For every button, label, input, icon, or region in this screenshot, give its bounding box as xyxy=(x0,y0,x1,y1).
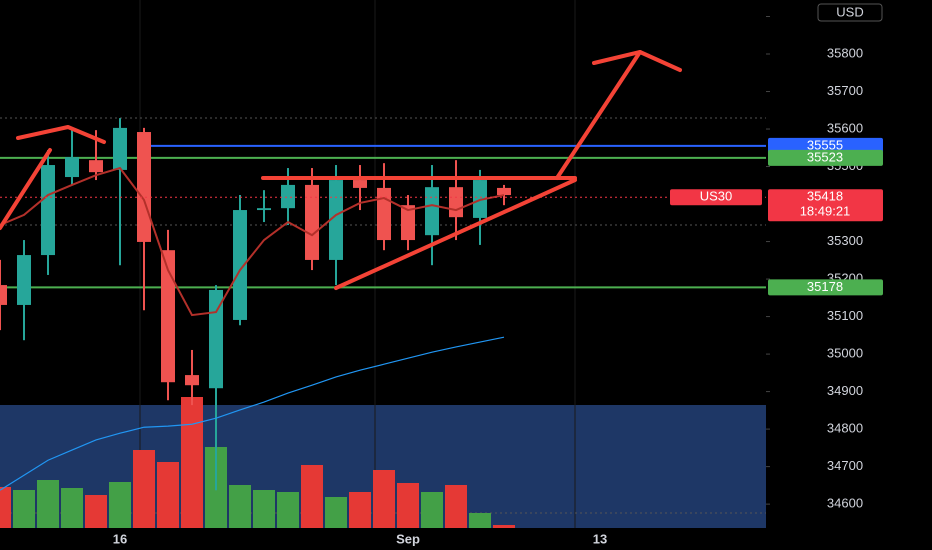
moving-average xyxy=(0,336,505,491)
candle-body xyxy=(281,184,295,209)
y-tick-label: 35700 xyxy=(827,83,863,98)
y-tick-label: 35600 xyxy=(827,120,863,135)
volume-bar xyxy=(469,513,491,528)
candle-body xyxy=(113,127,127,170)
moving-average xyxy=(0,166,505,317)
volume-bar xyxy=(421,492,443,528)
candle-body xyxy=(401,205,415,241)
volume-bar xyxy=(445,485,467,528)
y-tick-label: 35300 xyxy=(827,233,863,248)
volume-bar xyxy=(277,492,299,528)
candle-body xyxy=(209,289,223,389)
candle-body xyxy=(41,165,55,256)
y-tick-label: 34600 xyxy=(827,496,863,511)
volume-bar xyxy=(301,465,323,528)
volume-bar xyxy=(85,495,107,528)
candle-body xyxy=(65,157,79,178)
candle-body xyxy=(329,180,343,260)
grid-verticals xyxy=(139,0,576,528)
volume-bar xyxy=(13,490,35,528)
candle-body xyxy=(185,375,199,386)
candle-body xyxy=(137,132,151,242)
last-price-tag xyxy=(768,189,883,222)
volume-bar xyxy=(325,497,347,528)
symbol-tag xyxy=(670,189,762,206)
volume-bar xyxy=(61,488,83,528)
symbol-label: US30 xyxy=(700,189,733,204)
price-tag-label: 35555 xyxy=(807,137,843,152)
currency: USD xyxy=(836,4,863,19)
y-tick-label: 34900 xyxy=(827,383,863,398)
candle-body xyxy=(353,180,367,188)
volume-bar xyxy=(253,490,275,528)
candle-body xyxy=(425,187,439,236)
candle-body xyxy=(305,184,319,260)
trend-arc xyxy=(16,125,106,144)
price-tag xyxy=(768,279,883,296)
volume-bar xyxy=(181,397,203,528)
trend-arrow xyxy=(0,148,52,230)
volume-bar xyxy=(229,485,251,528)
volume-bar xyxy=(373,470,395,528)
price-tag xyxy=(768,137,883,154)
volume-bar xyxy=(397,483,419,528)
y-tick-label: 35800 xyxy=(827,45,863,60)
support xyxy=(334,178,577,290)
x-tick-label: 13 xyxy=(593,531,607,546)
volume-bar xyxy=(0,487,11,528)
volume-bar xyxy=(109,482,131,528)
price-tag xyxy=(768,149,883,166)
candle-body xyxy=(233,210,247,320)
price-tag-label: 35523 xyxy=(807,149,843,164)
candle-body xyxy=(161,250,175,383)
arrow-head xyxy=(592,50,642,65)
volume-bar xyxy=(133,450,155,528)
volume-bar xyxy=(349,492,371,528)
candle-body xyxy=(89,160,103,173)
y-tick-label: 35100 xyxy=(827,308,863,323)
candle-body xyxy=(0,285,7,305)
countdown: 18:49:21 xyxy=(800,204,851,219)
y-tick-label: 35000 xyxy=(827,346,863,361)
plot xyxy=(0,118,766,528)
candle-body xyxy=(449,187,463,218)
candle-body xyxy=(377,187,391,241)
volume-bar xyxy=(157,462,179,528)
candle-body xyxy=(257,208,271,211)
volume-bar xyxy=(493,525,515,528)
candle-body xyxy=(17,255,31,305)
last-price-label: 35418 xyxy=(807,189,843,204)
volume-bar xyxy=(37,480,59,528)
drawings xyxy=(0,50,682,290)
candle-body xyxy=(497,187,511,196)
x-tick-label: Sep xyxy=(396,531,420,546)
x-tick-label: 16 xyxy=(113,531,127,546)
y-tick-label: 34800 xyxy=(827,421,863,436)
currency-box[interactable] xyxy=(817,3,883,22)
y-tick-label: 34700 xyxy=(827,458,863,473)
price-tag-label: 35178 xyxy=(807,279,843,294)
